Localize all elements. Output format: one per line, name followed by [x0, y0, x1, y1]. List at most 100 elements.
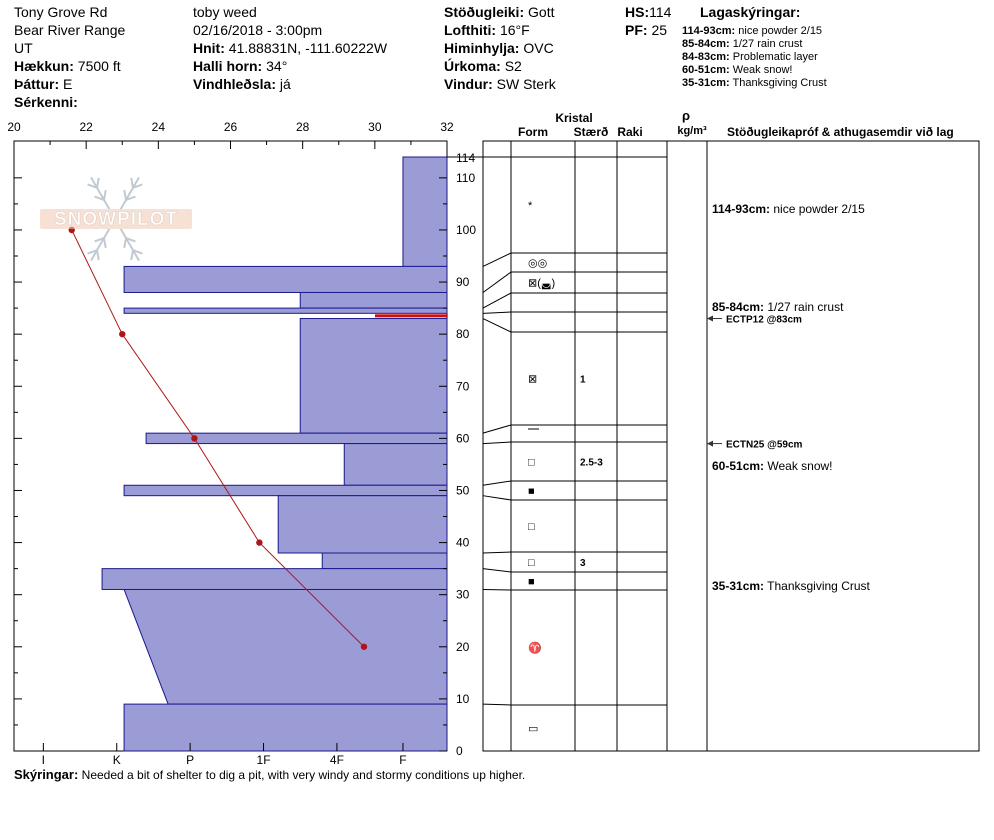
- snowflake-branch: [123, 237, 127, 249]
- temperature-point: [191, 435, 198, 442]
- comments: Skýringar: Needed a bit of shelter to di…: [14, 767, 526, 782]
- watermark-band: [40, 209, 192, 229]
- location-row: Sérkenni:: [14, 93, 78, 111]
- conditions-row: Himinhylja: OVC: [444, 39, 554, 57]
- layer-comment: 85-84cm: 1/27 rain crust: [712, 300, 844, 314]
- legend-item: 35-31cm: Thanksgiving Crust: [682, 77, 827, 89]
- legend-range: 114-93cm:: [682, 25, 736, 37]
- location-row: Tony Grove Rd: [14, 3, 107, 21]
- grain-form: ♈: [528, 642, 542, 655]
- location-row: UT: [14, 39, 33, 57]
- grain-form: ◎◎: [528, 258, 547, 270]
- snowflake-branch: [125, 237, 136, 243]
- legend-range: 85-84cm:: [682, 38, 730, 50]
- temperature-point: [360, 643, 368, 650]
- legend-item: 60-51cm: Weak snow!: [682, 64, 792, 76]
- problem-layer-marker: [375, 314, 447, 318]
- temp-tick-label: 24: [152, 120, 166, 134]
- grain-size: 2.5-3: [580, 458, 603, 469]
- depth-tick-label: 70: [456, 379, 470, 393]
- conditions-label: Úrkoma:: [444, 58, 501, 74]
- snowflake-branch: [132, 249, 143, 255]
- snowflake-branch: [130, 177, 134, 188]
- grain-form: *: [528, 200, 533, 212]
- observer-value: toby weed: [193, 4, 257, 20]
- legend-text: 1/27 rain crust: [729, 38, 803, 50]
- layer-table-frame: [482, 140, 980, 752]
- kristal-header: Kristal: [555, 111, 592, 125]
- depth-tick-label: 110: [456, 171, 475, 185]
- size-header: Stærð: [574, 125, 609, 139]
- depth-tick-label: 30: [456, 588, 470, 602]
- snowflake-branch: [87, 249, 98, 255]
- snowflake-branch: [123, 189, 127, 201]
- conditions-value: Gott: [528, 4, 555, 20]
- snowflake-branch: [125, 195, 136, 201]
- grain-form: ⊠(◛): [528, 278, 555, 290]
- observer-value: 02/16/2018 - 3:00pm: [193, 22, 323, 38]
- observer-row: 02/16/2018 - 3:00pm: [193, 21, 322, 39]
- conditions-row: Úrkoma: S2: [444, 57, 522, 75]
- grain-form: ⊠: [528, 374, 537, 386]
- snowflake-branch: [132, 183, 143, 189]
- test-arrow-head: [707, 440, 713, 447]
- density-unit: kg/m³: [677, 125, 707, 137]
- grain-size: 1: [580, 375, 586, 386]
- legend-item: 85-84cm: 1/27 rain crust: [682, 38, 802, 50]
- hardness-layer: [402, 156, 448, 267]
- stability-header: Stöðugleikapróf & athugasemdir við lag: [727, 125, 954, 139]
- stability-test: ECTP12 @83cm: [726, 315, 802, 326]
- temperature-point: [119, 330, 126, 338]
- pf-value: PF: 25: [625, 22, 668, 38]
- location-label: Þáttur:: [14, 76, 60, 92]
- layer-connector: [482, 271, 512, 293]
- layer-connector: [482, 495, 512, 501]
- conditions-label: Stöðugleiki:: [444, 4, 525, 20]
- hardness-label: F: [399, 753, 406, 767]
- grain-form: ■: [528, 486, 535, 498]
- hardness-label: 1F: [257, 753, 271, 767]
- location-label: Sérkenni:: [14, 94, 78, 110]
- temp-tick-label: 28: [296, 120, 310, 134]
- layer-connector: [482, 551, 512, 554]
- conditions-row: Vindur: SW Sterk: [444, 75, 556, 93]
- location-value: E: [63, 76, 73, 92]
- hardness-label: 4F: [330, 753, 344, 767]
- hardness-layer: [123, 307, 448, 314]
- hs-value: HS:114: [625, 4, 672, 20]
- temp-tick-label: 26: [224, 120, 238, 134]
- layer-connector: [482, 441, 512, 445]
- snowflake-branch: [103, 237, 107, 249]
- hardness-layer: [299, 318, 448, 434]
- location-value: Tony Grove Rd: [14, 4, 108, 20]
- grain-form: □: [528, 557, 535, 569]
- hardness-layer: [101, 568, 448, 590]
- snowflake-branch: [94, 195, 105, 201]
- test-arrow-head: [707, 315, 713, 322]
- layer-connector: [482, 424, 512, 434]
- density-symbol: ρ: [682, 108, 690, 123]
- location-row: Þáttur: E: [14, 75, 72, 93]
- legend-range: 35-31cm:: [682, 77, 730, 89]
- legend-text: Thanksgiving Crust: [729, 77, 827, 89]
- depth-tick-label: 50: [456, 483, 470, 497]
- hardness-layer: [123, 484, 448, 497]
- conditions-label: Himinhylja:: [444, 40, 520, 56]
- temp-tick-label: 20: [7, 120, 21, 134]
- temp-tick-label: 22: [79, 120, 93, 134]
- grain-form: ⎺: [528, 429, 539, 441]
- snowpilot-watermark: SNOWPILOT: [40, 176, 192, 262]
- depth-tick-label: 90: [456, 275, 470, 289]
- snowflake-branch: [103, 189, 107, 201]
- moisture-header: Raki: [617, 125, 642, 139]
- legend-text: Weak snow!: [729, 64, 793, 76]
- hs-tick-label: 114: [456, 151, 475, 165]
- snowflake-branch: [94, 237, 105, 243]
- hardness-layer: [123, 265, 448, 293]
- observer-row: Hnit: 41.88831N, -111.60222W: [193, 39, 387, 57]
- location-value: 7500 ft: [77, 58, 121, 74]
- snowflake-branch: [87, 183, 98, 189]
- layer-connector: [482, 568, 512, 573]
- snowflake-branch: [96, 250, 100, 261]
